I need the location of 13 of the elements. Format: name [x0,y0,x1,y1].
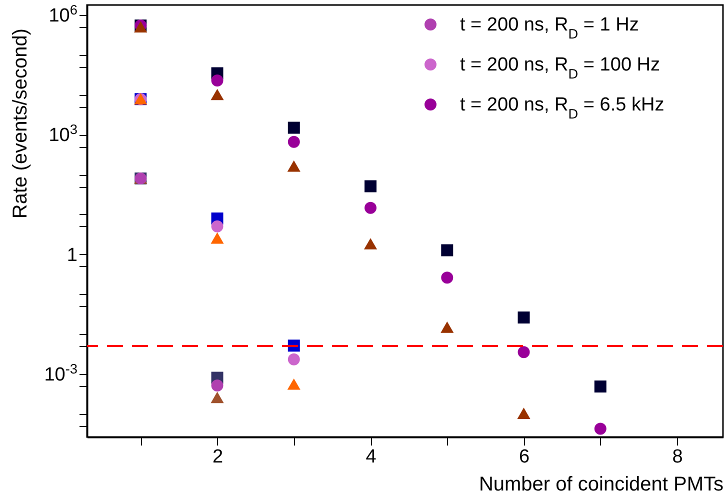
x-tick-label: 2 [212,446,224,468]
legend-label: t = 200 ns, R$_{D}$ = 6.5 kHz [460,94,664,121]
y-axis-title: Rate (events/second) [10,28,32,219]
y-tick-label: 10$^{-3}$ [44,360,78,386]
legend-label: t = 200 ns, R$_{D}$ = 100 Hz [460,54,660,81]
y-tick-label: 10$^{3}$ [48,122,78,146]
x-tick-label: 6 [518,446,530,468]
y-tick-label: 10$^{6}$ [48,2,78,27]
x-tick-label: 4 [366,446,377,468]
x-tick-label: 8 [672,446,683,468]
x-axis-title: Number of coincident PMTs [478,474,724,494]
legend-label: t = 200 ns, R$_{D}$ = 1 Hz [460,14,639,41]
y-tick-label: 1 [66,244,78,266]
